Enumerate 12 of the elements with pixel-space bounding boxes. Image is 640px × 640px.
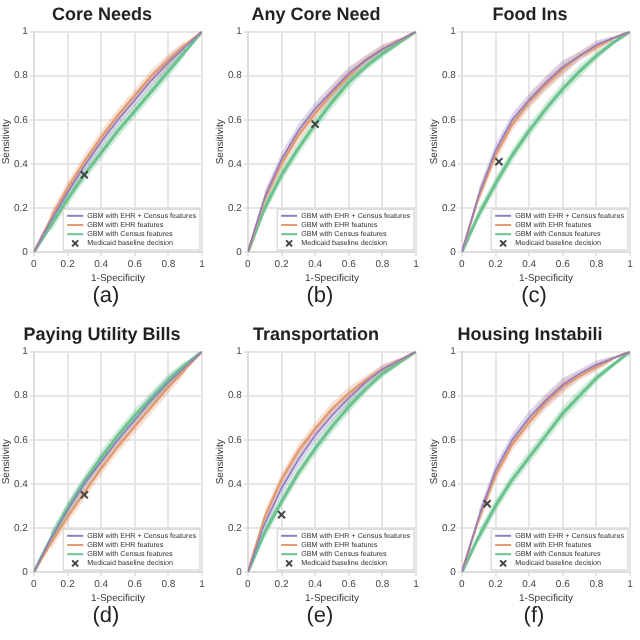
- chart-title: Paying Utility Bills: [23, 323, 181, 344]
- chart-title: Transportation: [252, 323, 380, 344]
- text: (d): [90, 604, 122, 628]
- chart-title: Core Needs: [51, 3, 153, 24]
- chart-title: Any Core Need: [251, 3, 381, 24]
- chart-title: Housing Instabili: [457, 323, 603, 344]
- text: (b): [304, 284, 336, 308]
- chart-title: Food Ins: [492, 3, 568, 24]
- text: (f): [521, 604, 547, 628]
- text: (c): [519, 284, 549, 308]
- text: (a): [90, 284, 122, 308]
- text: (e): [304, 604, 336, 628]
